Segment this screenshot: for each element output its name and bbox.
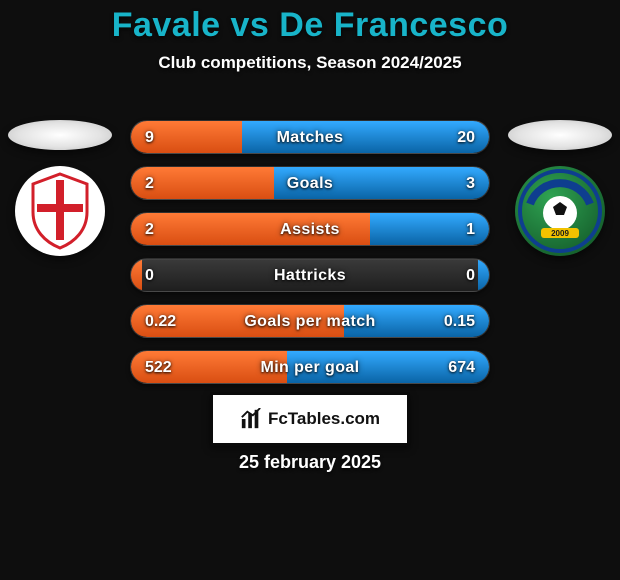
- stat-bar: 23Goals: [130, 166, 490, 200]
- football-round-icon: 2009: [515, 166, 605, 256]
- bar-label: Goals: [131, 167, 489, 200]
- brand-text: FcTables.com: [268, 409, 380, 429]
- shield-cross-icon: [15, 166, 105, 256]
- stat-bars: 920Matches 23Goals 21Assists 00Hattricks 0.2…: [130, 120, 490, 396]
- stat-bar: 920Matches: [130, 120, 490, 154]
- comparison-card: Favale vs De Francesco Club competitions…: [0, 0, 620, 580]
- stat-bar: 21Assists: [130, 212, 490, 246]
- bar-chart-icon: [240, 408, 262, 430]
- subtitle: Club competitions, Season 2024/2025: [0, 53, 620, 73]
- bar-label: Assists: [131, 213, 489, 246]
- platform-right: [508, 120, 612, 150]
- team-right-slot: 2009: [500, 120, 620, 256]
- bar-label: Matches: [131, 121, 489, 154]
- platform-left: [8, 120, 112, 150]
- stat-bar: 00Hattricks: [130, 258, 490, 292]
- stat-bar: 522674Min per goal: [130, 350, 490, 384]
- team-left-slot: [0, 120, 120, 256]
- svg-text:2009: 2009: [551, 229, 569, 238]
- brand-badge: FcTables.com: [210, 392, 410, 446]
- page-title: Favale vs De Francesco: [0, 0, 620, 45]
- team-left-crest: [15, 166, 105, 256]
- bar-label: Min per goal: [131, 351, 489, 384]
- team-right-crest: 2009: [515, 166, 605, 256]
- stat-bar: 0.220.15Goals per match: [130, 304, 490, 338]
- date-label: 25 february 2025: [0, 452, 620, 473]
- bar-label: Goals per match: [131, 305, 489, 338]
- bar-label: Hattricks: [131, 259, 489, 292]
